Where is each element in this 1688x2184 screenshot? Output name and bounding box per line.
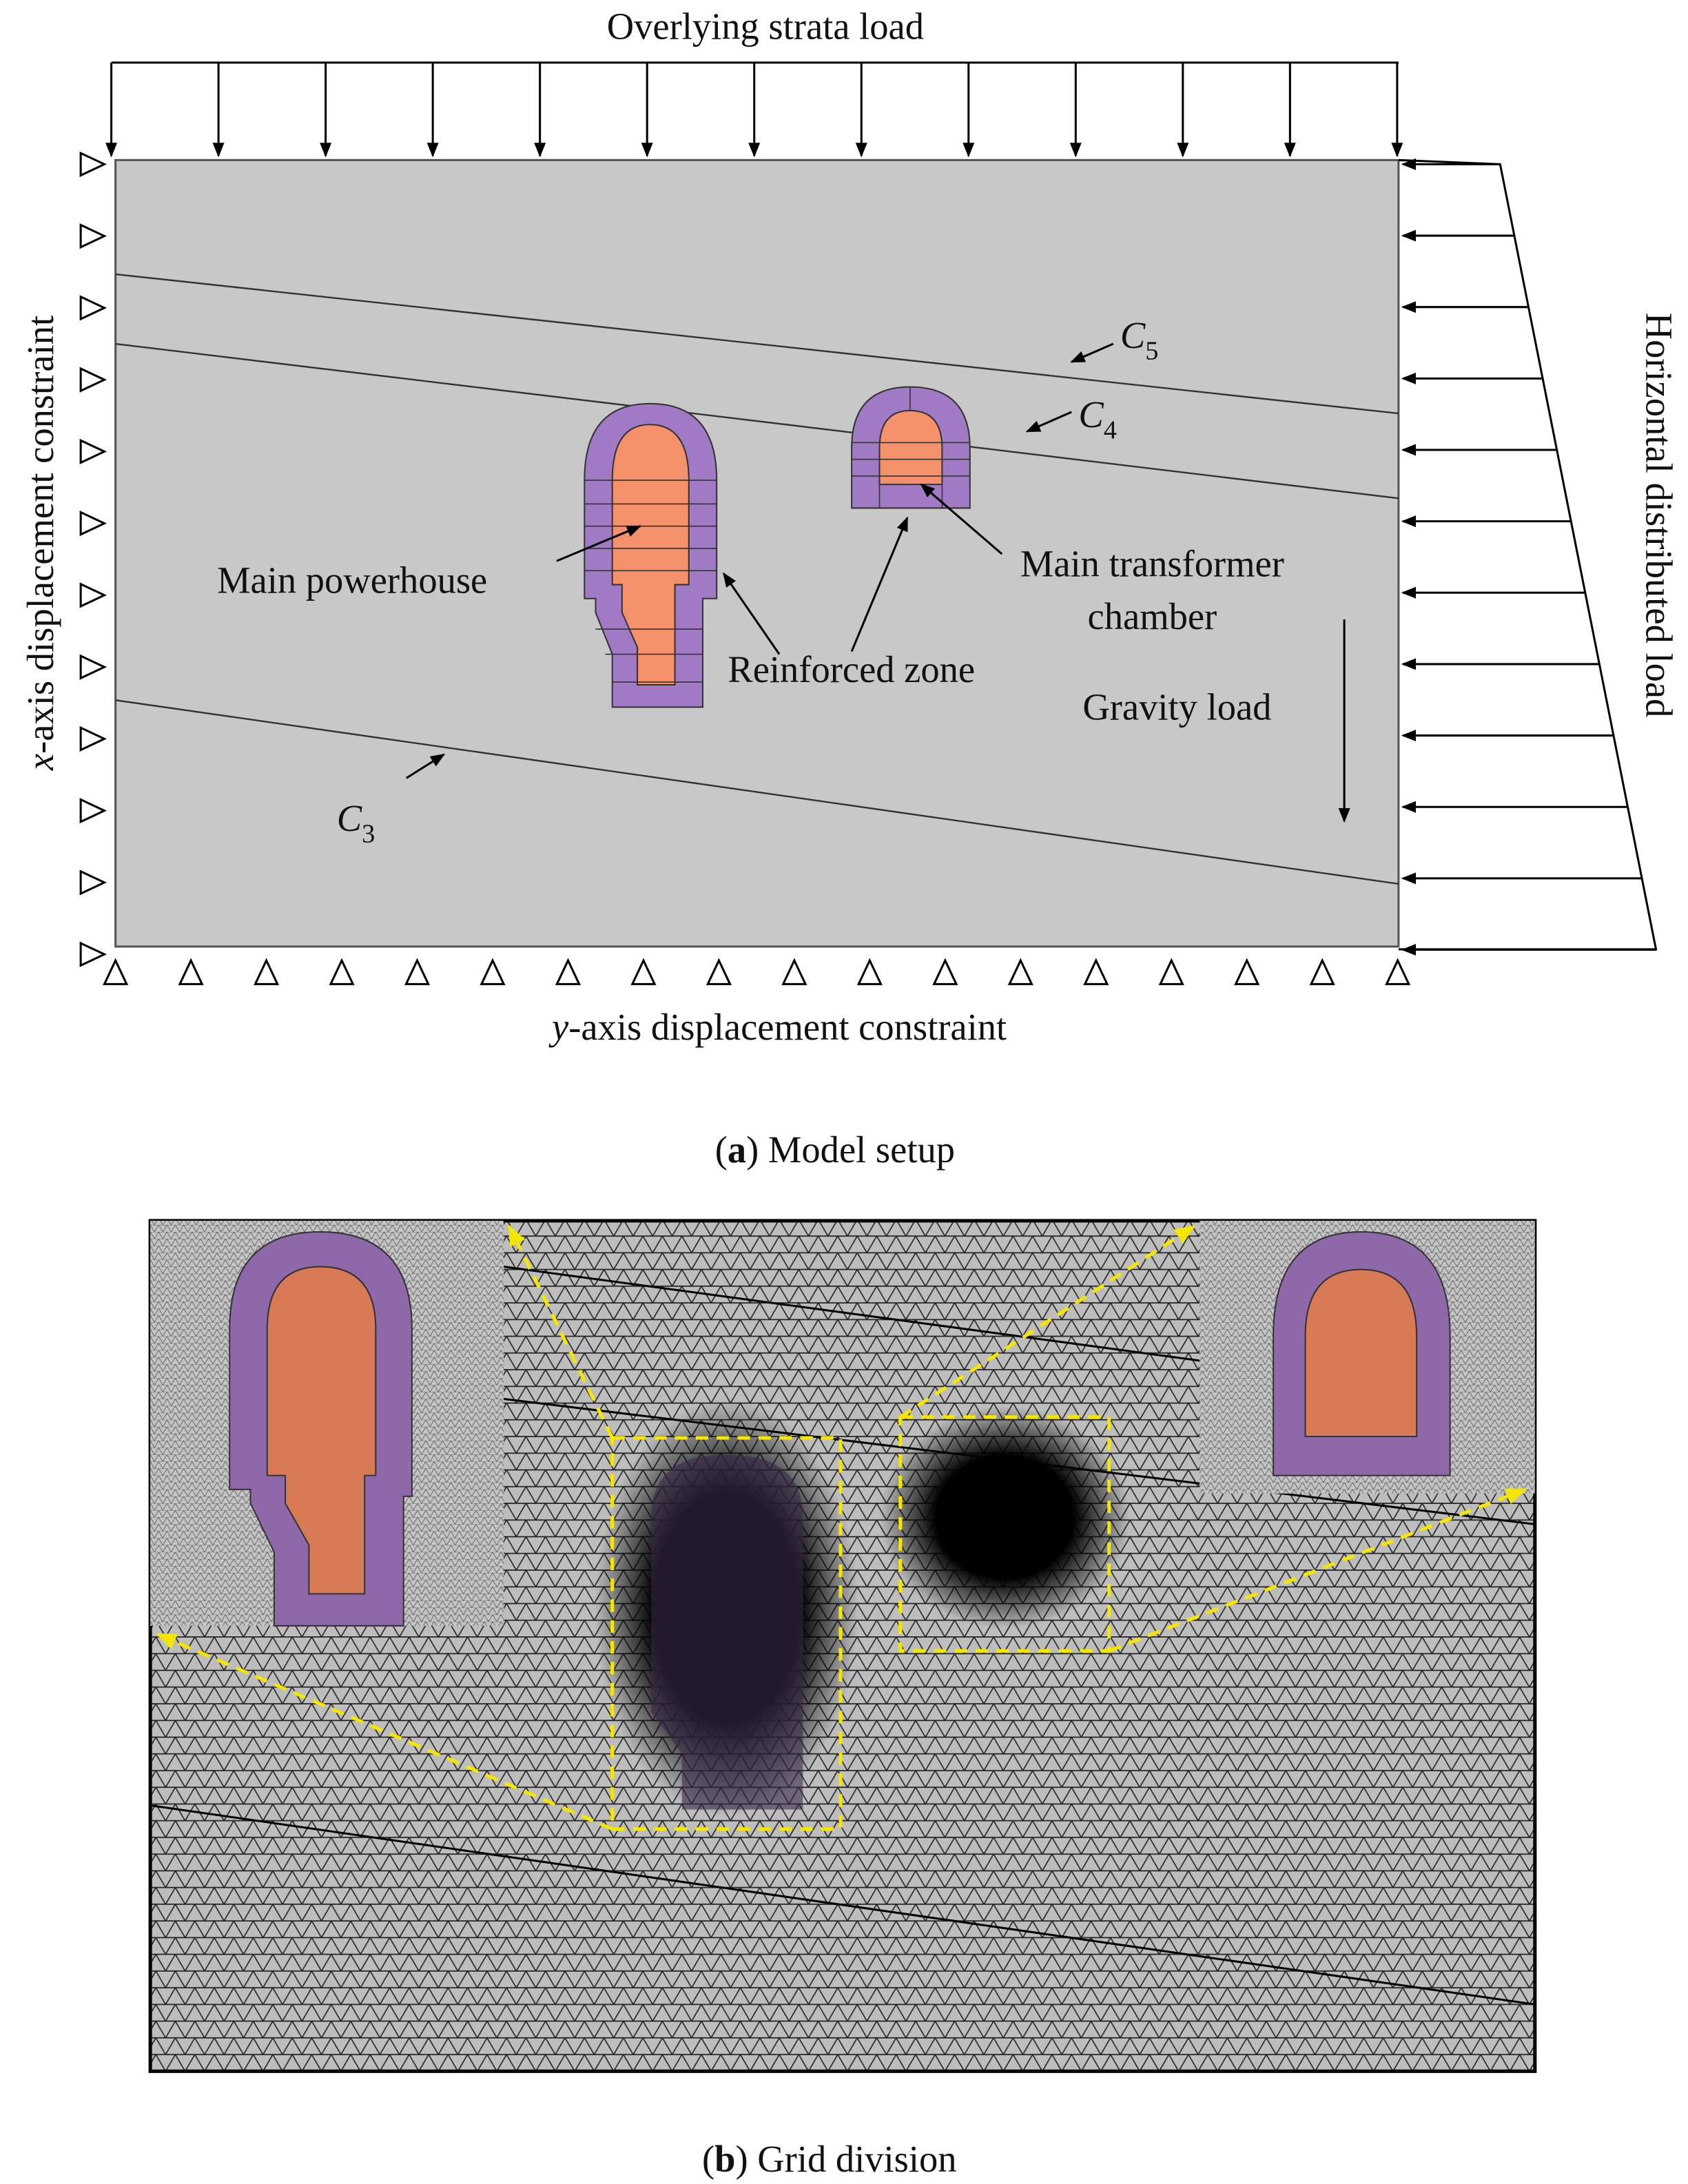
support xyxy=(555,958,581,985)
mesh-refinement xyxy=(879,1405,1131,1629)
support xyxy=(178,958,204,985)
strata-label: C3 xyxy=(337,797,375,848)
support xyxy=(480,958,506,985)
side-load-label: Horizontal distributed load xyxy=(1638,313,1680,718)
transformer-chamber xyxy=(851,386,971,509)
transformer-label: chamber xyxy=(1088,595,1217,637)
support xyxy=(79,511,107,537)
support xyxy=(932,958,958,985)
top-load-label: Overlying strata load xyxy=(607,6,924,48)
support xyxy=(1309,958,1335,985)
support xyxy=(79,869,107,896)
support xyxy=(79,582,107,608)
strata-label: C4 xyxy=(1078,393,1117,444)
bottom-constraint-label: y-axis displacement constraint xyxy=(548,1006,1007,1048)
support xyxy=(79,367,107,393)
powerhouse xyxy=(584,402,718,708)
support xyxy=(79,798,107,824)
support xyxy=(79,151,107,177)
panel-b: (b) Grid division xyxy=(148,1219,1537,2180)
panel-a: Overlying strata load C5 C4 C3 Main powe… xyxy=(19,6,1680,1171)
support xyxy=(79,725,107,752)
left-constraint-label: x-axis displacement constraint xyxy=(19,316,61,771)
reinforced-label: Reinforced zone xyxy=(728,648,975,690)
caption-a: (a) Model setup xyxy=(715,1129,955,1171)
gravity-label: Gravity load xyxy=(1082,686,1271,728)
pointer-arrows xyxy=(405,342,1350,823)
left-supports xyxy=(79,151,107,967)
side-load-arrows xyxy=(1398,158,1658,956)
zoom-indicators xyxy=(155,1224,1527,1831)
support xyxy=(329,958,355,985)
support xyxy=(79,438,107,464)
powerhouse-label: Main powerhouse xyxy=(217,559,487,601)
support xyxy=(1007,958,1033,985)
transformer-label: Main transformer xyxy=(1020,542,1284,584)
support xyxy=(79,295,107,321)
top-load-arrows xyxy=(105,61,1403,158)
caption-b: (b) Grid division xyxy=(702,2138,957,2180)
bottom-supports xyxy=(103,958,1411,985)
support xyxy=(781,958,807,985)
support xyxy=(1158,958,1184,985)
model-domain xyxy=(114,158,1400,948)
support xyxy=(79,941,107,967)
support xyxy=(103,958,129,985)
support xyxy=(706,958,732,985)
support xyxy=(79,223,107,249)
support xyxy=(630,958,657,985)
support xyxy=(1083,958,1109,985)
strata-lines xyxy=(115,273,1399,885)
support xyxy=(79,654,107,680)
support xyxy=(254,958,280,985)
support xyxy=(1385,958,1411,985)
support xyxy=(856,958,883,985)
support xyxy=(404,958,431,985)
strata-label: C5 xyxy=(1120,314,1159,365)
support xyxy=(1234,958,1260,985)
